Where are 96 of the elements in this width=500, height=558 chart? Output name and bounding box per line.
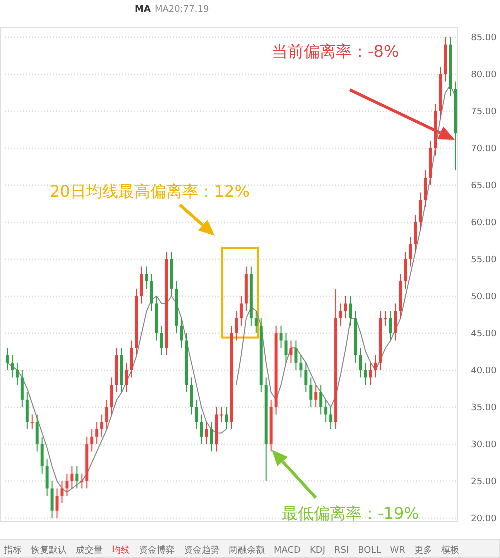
y-tick-label: 50.00	[471, 292, 498, 302]
candlestick	[16, 362, 19, 386]
candlestick	[330, 406, 333, 430]
candlestick	[344, 296, 348, 320]
candlestick	[70, 466, 74, 490]
candlestick	[205, 422, 208, 445]
candlestick	[394, 303, 398, 342]
y-tick-label: 40.00	[471, 366, 498, 376]
candlestick	[30, 414, 34, 430]
y-tick-label: 60.00	[471, 218, 498, 228]
candlestick	[374, 355, 378, 378]
text: KDJ	[310, 546, 326, 556]
candlestick	[314, 384, 318, 408]
candlestick	[20, 370, 24, 408]
candlestick	[66, 473, 69, 497]
candlestick	[36, 414, 39, 452]
annotation: 当前偏离率：-8%	[272, 42, 400, 61]
candlestick	[414, 214, 418, 252]
candlestick	[419, 192, 422, 230]
candlestick	[50, 480, 54, 519]
text: 指标	[3, 545, 22, 556]
candlestick	[56, 488, 59, 519]
candlestick	[234, 310, 238, 342]
y-tick-label: 65.00	[471, 181, 498, 192]
candlestick	[304, 362, 308, 394]
candlestick	[125, 362, 128, 394]
y-tick-label: 20.00	[471, 514, 498, 524]
candlestick	[300, 355, 303, 378]
candlestick	[180, 318, 184, 349]
text: 恢复默认	[30, 545, 67, 556]
candlestick	[404, 251, 408, 290]
candlestick	[190, 377, 194, 416]
candlestick	[310, 377, 313, 408]
annotation: 20日均线最高偏离率：12%	[50, 182, 250, 201]
candlestick	[389, 310, 392, 342]
candlestick	[294, 340, 298, 371]
candlestick	[26, 392, 29, 430]
annotation: 最低偏离率：-19%	[282, 504, 420, 523]
candlestick	[6, 348, 9, 371]
candlestick	[324, 399, 328, 423]
candlestick	[76, 466, 79, 490]
candlestick	[369, 362, 372, 386]
candlestick	[364, 362, 368, 386]
legend-title: MA	[135, 5, 151, 15]
candlestick	[210, 422, 214, 452]
text: BOLL	[358, 546, 382, 556]
candlestick	[140, 266, 144, 304]
candlestick	[130, 340, 134, 378]
candlestick	[100, 414, 104, 438]
candlestick	[290, 340, 293, 364]
text: 资金博弈	[139, 545, 175, 556]
candlestick	[284, 332, 288, 364]
text: WR	[390, 546, 406, 556]
y-tick-label: 75.00	[471, 107, 498, 118]
text: 资金趋势	[184, 545, 220, 556]
candlestick	[349, 296, 352, 326]
text: 两融余额	[229, 545, 265, 556]
candlestick	[220, 406, 224, 423]
candlestick	[320, 384, 323, 416]
candlestick	[359, 348, 362, 378]
candlestick	[200, 414, 204, 445]
candlestick	[150, 274, 154, 312]
candlestick	[90, 429, 94, 452]
candlestick	[409, 236, 412, 268]
candlestick	[40, 436, 44, 474]
y-tick-label: 70.00	[471, 144, 498, 154]
candlestick	[340, 303, 343, 326]
candlestick	[424, 170, 428, 208]
candlestick	[46, 458, 49, 497]
y-tick-label: 30.00	[471, 440, 498, 450]
text: RSI	[334, 546, 350, 556]
text: 更多	[414, 545, 432, 556]
candlestick	[240, 296, 243, 326]
candlestick	[110, 377, 114, 416]
candlestick	[160, 325, 164, 356]
candlestick	[80, 473, 84, 490]
candlestick	[96, 422, 99, 445]
candlestick	[384, 310, 388, 326]
text: MA20:77.19	[155, 5, 210, 15]
text: 成交量	[76, 545, 103, 556]
text: MACD	[274, 546, 302, 556]
candlestick	[280, 325, 283, 349]
candlestick	[106, 399, 109, 430]
y-tick-label: 85.00	[471, 33, 498, 44]
y-tick-label: 35.00	[471, 403, 498, 414]
y-tick-label: 80.00	[471, 70, 498, 80]
text: 均线	[111, 545, 130, 556]
y-tick-label: 55.00	[471, 255, 498, 266]
candlestick	[10, 355, 14, 378]
candlestick	[195, 399, 198, 430]
y-tick-label: 25.00	[471, 477, 498, 488]
text: 模板	[441, 545, 460, 556]
candlestick	[225, 406, 228, 430]
y-tick-label: 45.00	[471, 329, 498, 340]
candlestick	[254, 310, 258, 334]
candlestick	[145, 266, 148, 290]
